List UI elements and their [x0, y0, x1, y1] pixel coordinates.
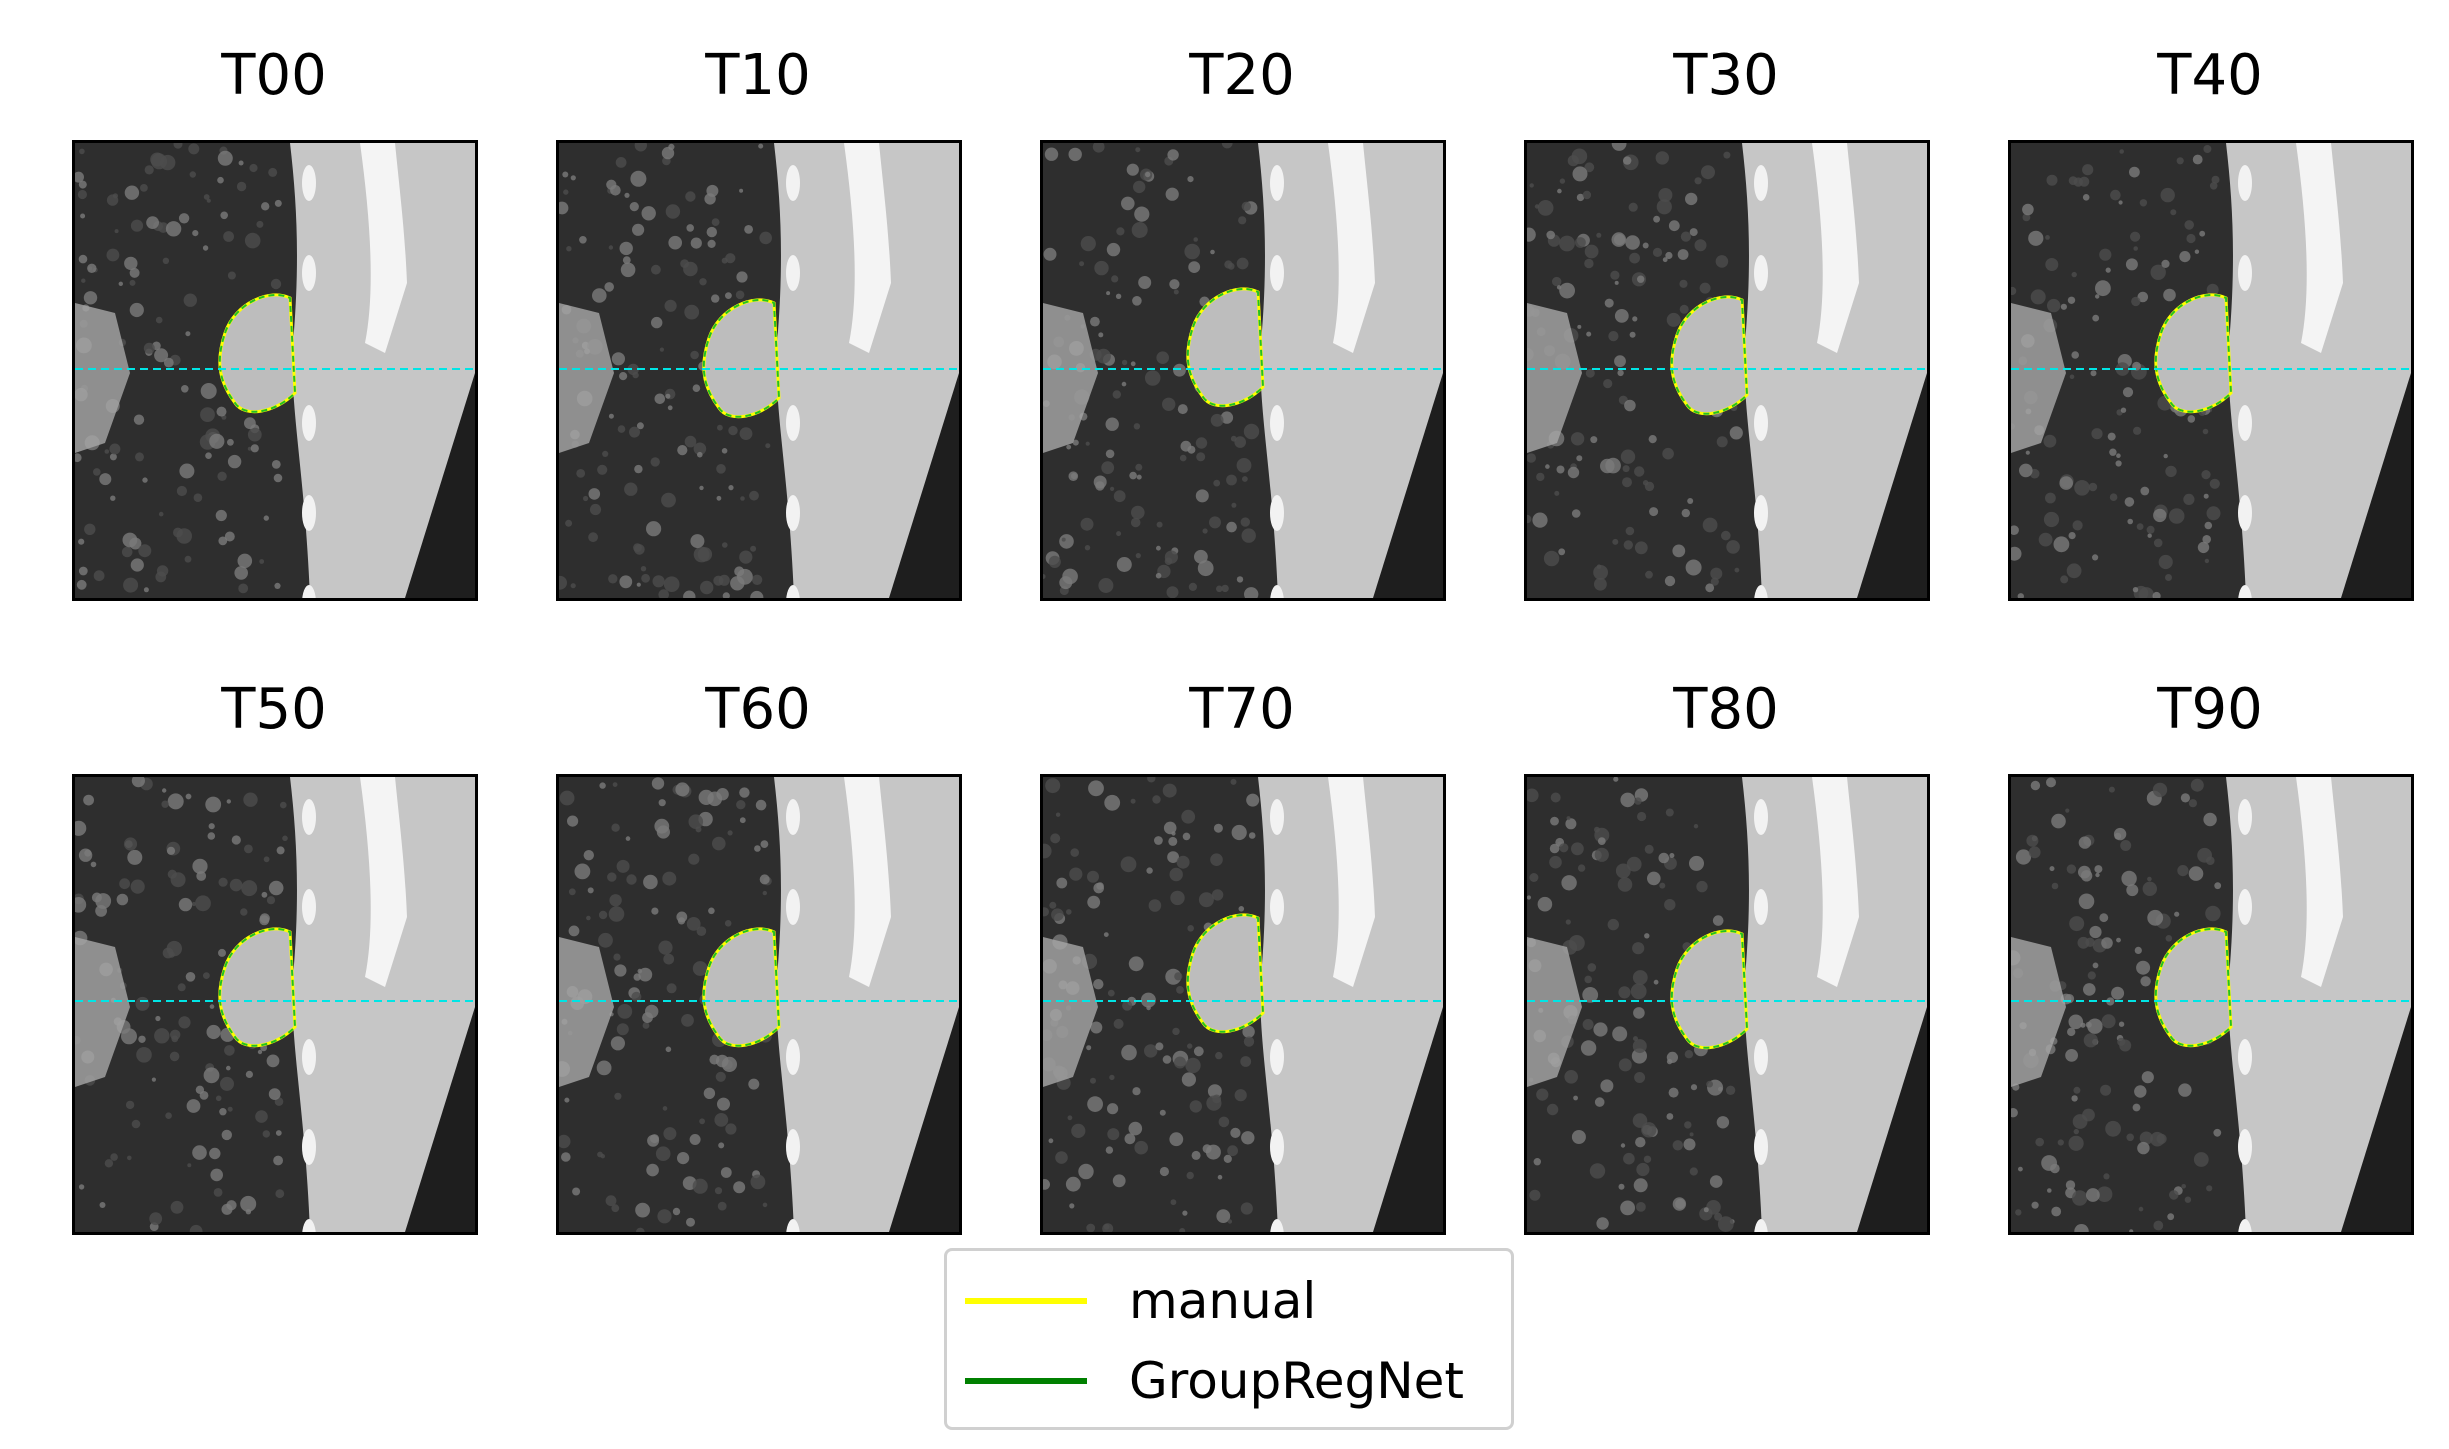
ct-slice-panel	[1524, 140, 1930, 601]
ct-slice-panel	[2008, 774, 2414, 1235]
legend-entry-manual: manual	[947, 1271, 1316, 1331]
panel-title: T50	[221, 677, 327, 742]
legend-swatch-groupregnet	[965, 1378, 1087, 1384]
ct-slice-panel	[556, 774, 962, 1235]
panel-title: T00	[221, 43, 327, 108]
legend-swatch-manual	[965, 1298, 1087, 1304]
legend-entry-groupregnet: GroupRegNet	[947, 1351, 1464, 1411]
panel-title: T40	[2157, 43, 2263, 108]
groupregnet-contour	[2154, 927, 2233, 1047]
panel-title: T30	[1673, 43, 1779, 108]
panel-title: T70	[1189, 677, 1295, 742]
ct-slice-panel	[2008, 140, 2414, 601]
panel-title: T10	[705, 43, 811, 108]
groupregnet-contour	[702, 927, 781, 1047]
legend-label: GroupRegNet	[1129, 1352, 1464, 1410]
ct-slice-panel	[1040, 774, 1446, 1235]
groupregnet-contour	[702, 298, 781, 418]
ct-slice-panel	[1040, 140, 1446, 601]
groupregnet-contour	[1186, 913, 1265, 1033]
panel-title: T20	[1189, 43, 1295, 108]
groupregnet-contour	[218, 927, 297, 1047]
groupregnet-contour	[1670, 929, 1749, 1049]
ct-slice-panel	[72, 774, 478, 1235]
ct-slice-panel	[1524, 774, 1930, 1235]
panel-title: T80	[1673, 677, 1779, 742]
groupregnet-contour	[1186, 287, 1265, 407]
groupregnet-contour	[2154, 293, 2233, 413]
groupregnet-contour	[218, 293, 297, 413]
ct-slice-panel	[72, 140, 478, 601]
legend: manual GroupRegNet	[944, 1248, 1514, 1430]
panel-title: T60	[705, 677, 811, 742]
panel-title: T90	[2157, 677, 2263, 742]
ct-slice-panel	[556, 140, 962, 601]
groupregnet-contour	[1670, 295, 1749, 415]
legend-label: manual	[1129, 1272, 1317, 1330]
